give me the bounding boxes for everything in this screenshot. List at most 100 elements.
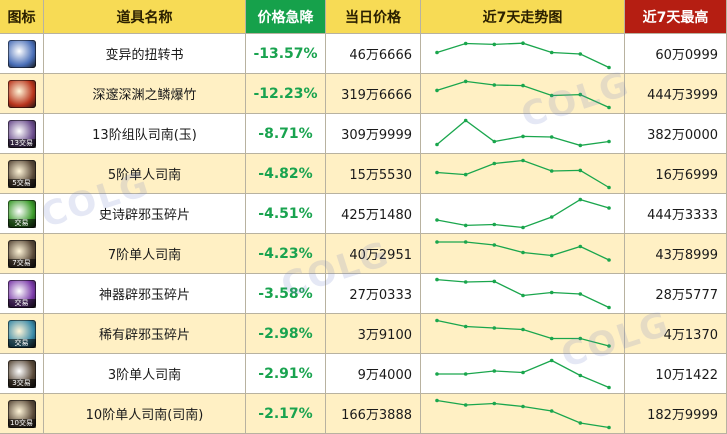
trend-point [578,244,583,248]
trend-point [549,168,554,173]
trend-point [463,118,468,122]
item-name: 史诗辟邪玉碎片 [44,194,246,234]
trend-point [492,368,497,373]
trend-point [607,257,611,262]
trend-point [435,50,439,54]
trend-sparkline [421,354,625,394]
icon-tag: 交易 [7,218,36,228]
header-trend: 近7天走势图 [421,0,625,34]
trend-line [436,399,610,428]
trend-sparkline [421,394,625,434]
item-max: 182万9999 [625,394,727,434]
trend-point [463,41,468,45]
table-row: 10交易 10阶单人司南(司南) -2.17% 166万3888 182万9999 [0,394,727,434]
compass-icon: 3交易 [7,359,36,388]
trend-point [492,139,497,143]
item-name: 7阶单人司南 [44,234,246,274]
icon-cell: 交易 [0,194,44,234]
icon-cell [0,74,44,114]
item-name: 3阶单人司南 [44,354,246,394]
item-max: 60万0999 [625,34,727,74]
item-price: 27万0333 [326,274,421,314]
trend-sparkline [421,114,625,154]
trend-point [549,214,554,219]
trend-point [578,92,583,96]
item-max: 4万1370 [625,314,727,354]
trend-point [521,327,525,331]
sparkline-chart [435,318,611,348]
header-drop: 价格急降 [246,0,326,34]
trend-point [463,239,468,244]
sparkline-chart [435,40,611,69]
trend-point [578,291,583,296]
item-name: 深邃深渊之鳞爆竹 [44,74,246,114]
sparkline-chart [435,277,611,309]
trend-point [435,217,439,222]
trend-point [435,170,439,174]
trend-point [607,65,611,69]
sparkline-chart [435,358,611,389]
trend-sparkline [421,154,625,194]
item-price: 15万5530 [326,154,421,194]
compass-icon: 13交易 [7,119,36,148]
trend-point [521,83,525,87]
trend-point [549,50,554,54]
sparkline-chart [435,398,611,429]
trend-point [578,373,583,377]
header-name: 道具名称 [44,0,246,34]
compass-icon: 10交易 [7,399,36,428]
item-name: 10阶单人司南(司南) [44,394,246,434]
icon-cell: 3交易 [0,354,44,394]
table-row: 5交易 5阶单人司南 -4.82% 15万5530 16万6999 [0,154,727,194]
icon-cell: 13交易 [0,114,44,154]
trend-point [607,139,611,143]
item-name: 变异的扭转书 [44,34,246,74]
item-max: 444万3999 [625,74,727,114]
item-price: 46万6666 [326,34,421,74]
item-max: 28万5777 [625,274,727,314]
trend-point [578,51,583,56]
trend-sparkline [421,314,625,354]
item-price: 3万9100 [326,314,421,354]
trend-sparkline [421,194,625,234]
item-max: 382万0000 [625,114,727,154]
trend-point [521,225,525,229]
trend-line [436,159,610,188]
trend-point [521,158,525,162]
table-header: 图标 道具名称 价格急降 当日价格 近7天走势图 近7天最高 [0,0,727,34]
book-icon [7,39,36,68]
icon-cell: 交易 [0,314,44,354]
item-name: 神器辟邪玉碎片 [44,274,246,314]
table-row: 3交易 3阶单人司南 -2.91% 9万4000 10万1422 [0,354,727,394]
icon-cell: 交易 [0,274,44,314]
trend-point [435,88,439,92]
icon-tag: 5交易 [7,178,36,188]
sparkline-chart [435,239,611,262]
table-row: 交易 神器辟邪玉碎片 -3.58% 27万0333 28万5777 [0,274,727,314]
item-max: 10万1422 [625,354,727,394]
jade-fragment-icon: 交易 [7,199,36,228]
trend-point [549,134,554,139]
trend-sparkline [421,34,625,74]
item-drop: -4.82% [246,154,326,194]
trend-point [521,293,525,297]
trend-point [463,79,468,83]
trend-sparkline [421,234,625,274]
trend-point [549,253,554,257]
sparkline-chart [435,158,611,189]
item-drop: -4.23% [246,234,326,274]
item-name: 5阶单人司南 [44,154,246,194]
trend-point [549,336,554,340]
compass-icon: 7交易 [7,239,36,268]
trend-line [436,278,610,308]
trend-point [607,343,611,348]
trend-line [436,319,610,347]
trend-line [436,42,610,68]
trend-point [492,222,497,226]
trend-point [521,40,525,45]
trend-point [578,143,583,147]
table-row: 交易 稀有辟邪玉碎片 -2.98% 3万9100 4万1370 [0,314,727,354]
trend-sparkline [421,274,625,314]
trend-point [435,371,439,376]
